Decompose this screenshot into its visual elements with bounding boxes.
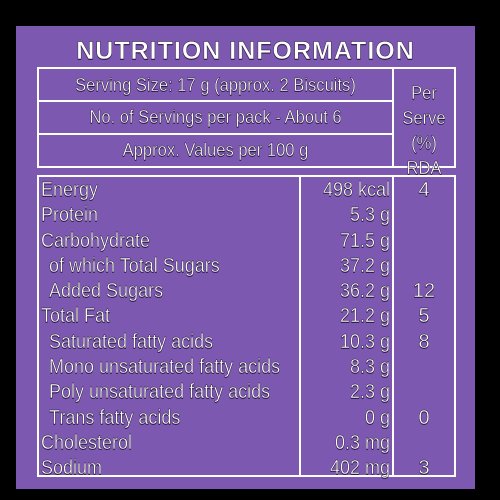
nutrient-rda: 0 — [418, 406, 430, 429]
nutrient-value: 8.3 g — [349, 356, 390, 379]
nutrient-name: Carbohydrate — [41, 229, 151, 252]
rda-header-line-1: Per — [411, 83, 437, 103]
nutrient-name: Trans fatty acids — [49, 406, 181, 429]
table-row: Mono unsaturated fatty acids 8.3 g — [39, 355, 454, 380]
nutrient-name: Mono unsaturated fatty acids — [49, 356, 281, 379]
nutrient-value: 36.2 g — [339, 280, 390, 303]
nutrient-name: Added Sugars — [49, 280, 164, 303]
nutrient-value: 5.3 g — [349, 204, 390, 227]
table-row: of which Total Sugars 37.2 g — [39, 254, 454, 279]
serving-size-label: Serving Size: 17 g (approx. 2 Biscuits) — [75, 75, 356, 95]
table-row: Trans fatty acids 0 g 0 — [39, 406, 454, 431]
table-row: Protein 5.3 g — [39, 203, 454, 228]
table-row: Energy 498 kcal 4 — [39, 178, 454, 203]
table-row: Added Sugars 36.2 g 12 — [39, 279, 454, 304]
nutrient-value: 0 g — [364, 406, 390, 429]
rda-column-divider — [392, 177, 394, 475]
rda-header-line-3: (%) RDA — [406, 133, 442, 178]
nutrient-value: 2.3 g — [349, 381, 390, 404]
rda-header-line-2: Serve — [402, 108, 446, 128]
nutrient-rows: Energy 498 kcal 4 Protein 5.3 g Carbohydrate 7… — [39, 178, 454, 482]
nutrient-value: 21.2 g — [339, 305, 390, 328]
header-table: Serving Size: 17 g (approx. 2 Biscuits) … — [37, 67, 456, 178]
nutrient-name: Total Fat — [41, 305, 111, 328]
panel-title: NUTRITION INFORMATION — [76, 37, 415, 65]
header-row-divider-1 — [39, 100, 392, 102]
nutrient-name: Cholesterol — [41, 431, 133, 454]
table-row: Total Fat 21.2 g 5 — [39, 304, 454, 329]
table-row: Sodium 402 mg 3 — [39, 456, 454, 481]
nutrient-rda: 8 — [418, 330, 430, 353]
header-row-divider-2 — [39, 133, 392, 135]
value-column-divider — [299, 177, 301, 475]
nutrient-value: 402 mg — [329, 457, 390, 480]
nutrient-name: of which Total Sugars — [49, 254, 220, 277]
nutrient-name: Sodium — [41, 457, 103, 480]
values-basis-label: Approx. Values per 100 g — [122, 140, 309, 160]
nutrient-value: 498 kcal — [322, 179, 390, 201]
nutrition-panel: NUTRITION INFORMATION Serving Size: 17 g… — [16, 26, 475, 489]
table-row: Poly unsaturated fatty acids 2.3 g — [39, 380, 454, 405]
nutrient-name: Energy — [41, 179, 99, 201]
nutrient-name: Poly unsaturated fatty acids — [49, 381, 271, 404]
header-column-divider — [392, 69, 394, 166]
nutrient-rda: 5 — [418, 305, 430, 328]
table-row: Saturated fatty acids 10.3 g 8 — [39, 330, 454, 355]
nutrient-name: Protein — [41, 204, 99, 227]
nutrient-rda: 12 — [412, 280, 436, 303]
nutrient-rda: 4 — [418, 179, 430, 201]
nutrient-value: 37.2 g — [339, 254, 390, 277]
nutrient-table: Energy 498 kcal 4 Protein 5.3 g Carbohydrate 7… — [37, 175, 456, 479]
nutrient-value: 10.3 g — [339, 330, 390, 353]
nutrient-rda: 3 — [418, 457, 430, 480]
table-row: Carbohydrate 71.5 g — [39, 229, 454, 254]
servings-per-pack-label: No. of Servings per pack - About 6 — [89, 107, 342, 127]
nutrient-value: 0.3 mg — [334, 431, 390, 454]
nutrient-name: Saturated fatty acids — [49, 330, 214, 353]
table-row: Cholesterol 0.3 mg — [39, 431, 454, 456]
nutrient-value: 71.5 g — [339, 229, 390, 252]
